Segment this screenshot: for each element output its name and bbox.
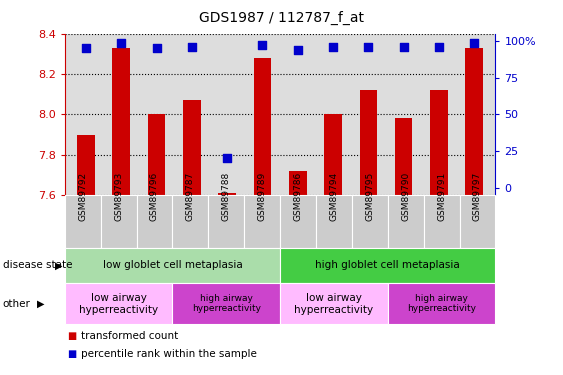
- Point: [117, 39, 126, 45]
- Text: other: other: [3, 299, 31, 309]
- Bar: [183, 100, 200, 195]
- Text: GSM89795: GSM89795: [365, 172, 374, 221]
- Text: low globlet cell metaplasia: low globlet cell metaplasia: [102, 260, 242, 270]
- Text: low airway
hyperreactivity: low airway hyperreactivity: [79, 293, 158, 315]
- Text: ■: ■: [68, 350, 77, 359]
- Point: [82, 45, 91, 51]
- Text: high airway
hyperreactivity: high airway hyperreactivity: [407, 294, 476, 314]
- Bar: [77, 135, 95, 195]
- Text: high globlet cell metaplasia: high globlet cell metaplasia: [315, 260, 460, 270]
- Text: GDS1987 / 112787_f_at: GDS1987 / 112787_f_at: [199, 11, 364, 26]
- Text: GSM89797: GSM89797: [473, 172, 482, 221]
- Bar: [324, 114, 342, 195]
- Bar: [148, 114, 166, 195]
- Bar: [218, 193, 236, 195]
- Bar: [253, 58, 271, 195]
- Text: ▶: ▶: [37, 299, 44, 309]
- Text: GSM89787: GSM89787: [186, 172, 195, 221]
- Text: GSM89791: GSM89791: [437, 172, 446, 221]
- Text: GSM89788: GSM89788: [222, 172, 231, 221]
- Text: GSM89792: GSM89792: [78, 172, 87, 221]
- Point: [293, 47, 302, 53]
- Bar: [430, 90, 448, 195]
- Point: [187, 44, 196, 50]
- Text: ▶: ▶: [55, 260, 62, 270]
- Bar: [113, 48, 130, 195]
- Text: ■: ■: [68, 331, 77, 340]
- Point: [258, 42, 267, 48]
- Point: [435, 44, 444, 50]
- Bar: [395, 118, 413, 195]
- Point: [152, 45, 161, 51]
- Point: [470, 39, 479, 45]
- Point: [222, 155, 231, 161]
- Text: low airway
hyperreactivity: low airway hyperreactivity: [294, 293, 373, 315]
- Text: disease state: disease state: [3, 260, 72, 270]
- Text: GSM89790: GSM89790: [401, 172, 410, 221]
- Bar: [466, 48, 483, 195]
- Text: percentile rank within the sample: percentile rank within the sample: [81, 350, 256, 359]
- Point: [364, 44, 373, 50]
- Text: GSM89794: GSM89794: [329, 172, 338, 221]
- Point: [399, 44, 408, 50]
- Text: high airway
hyperreactivity: high airway hyperreactivity: [192, 294, 261, 314]
- Text: GSM89789: GSM89789: [258, 172, 267, 221]
- Text: transformed count: transformed count: [81, 331, 178, 340]
- Bar: [360, 90, 377, 195]
- Text: GSM89796: GSM89796: [150, 172, 159, 221]
- Bar: [289, 171, 307, 195]
- Point: [329, 44, 338, 50]
- Text: GSM89786: GSM89786: [293, 172, 302, 221]
- Text: GSM89793: GSM89793: [114, 172, 123, 221]
